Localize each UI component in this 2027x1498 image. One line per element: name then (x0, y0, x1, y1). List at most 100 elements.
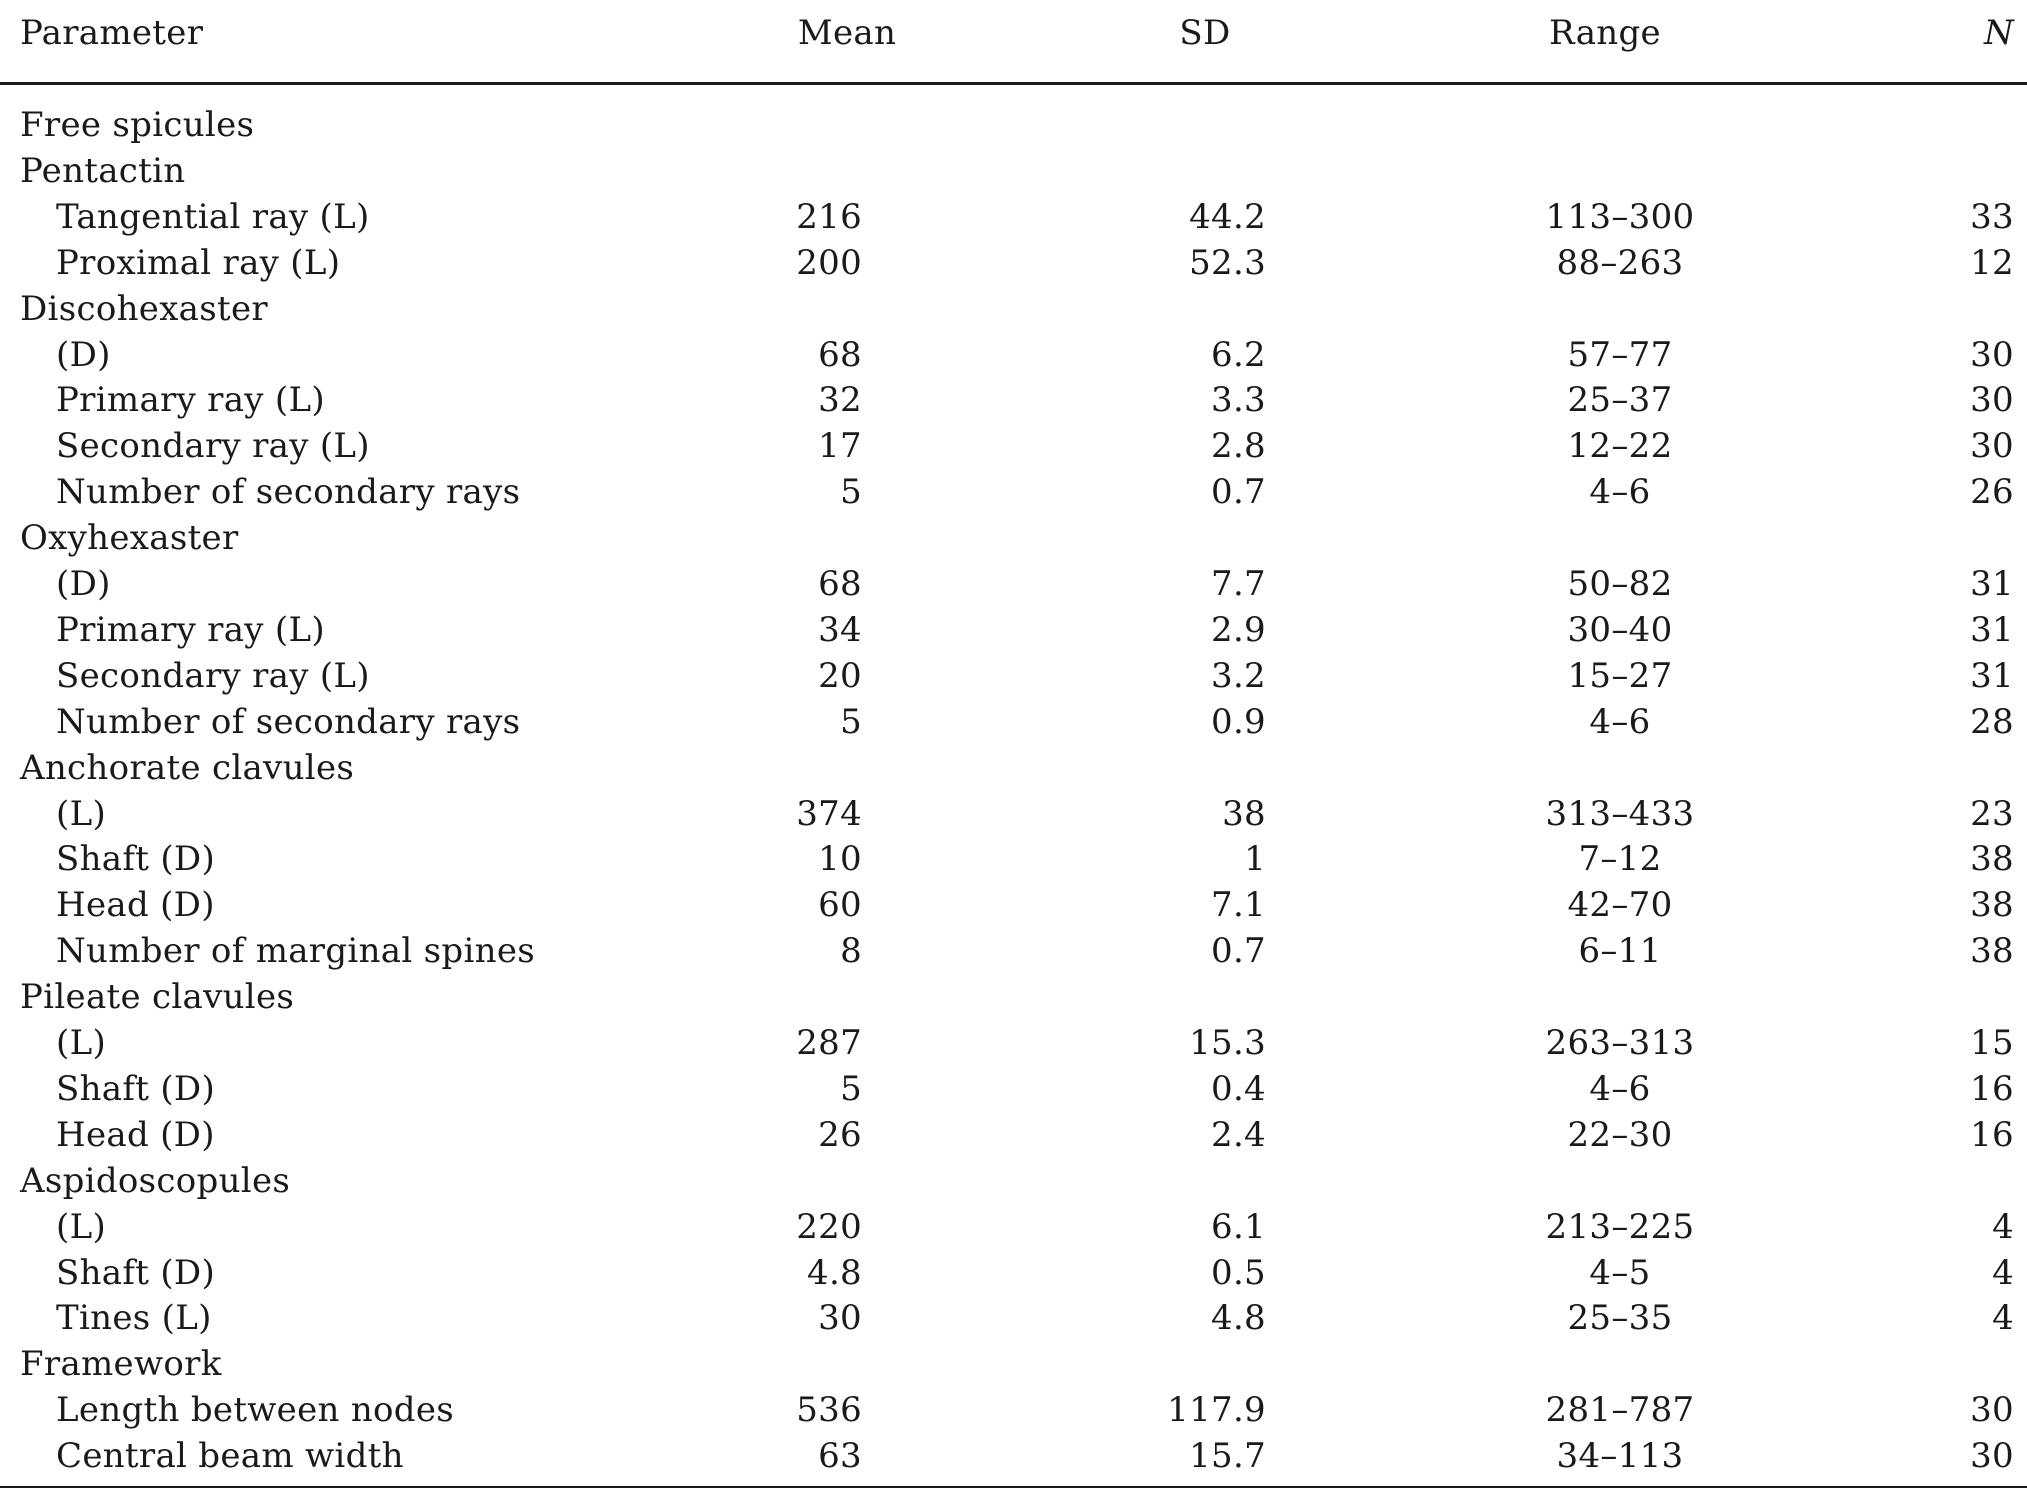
cell-sd: 52.3 (1189, 243, 1266, 283)
row-parameter-label: Number of secondary rays (56, 702, 521, 742)
cell-sd: 3.3 (1211, 380, 1266, 420)
cell-n: 26 (1970, 472, 2014, 512)
cell-sd: 4.8 (1211, 1298, 1266, 1338)
row-parameter-label: Secondary ray (L) (56, 656, 370, 696)
row-parameter-label: Primary ray (L) (56, 610, 325, 650)
header-rule (0, 82, 2027, 85)
cell-range: 113–300 (1545, 197, 1695, 237)
cell-mean: 4.8 (807, 1253, 862, 1293)
section-label: Free spicules (20, 105, 255, 145)
cell-sd: 44.2 (1189, 197, 1266, 237)
cell-mean: 17 (818, 426, 862, 466)
row-parameter-label: Number of secondary rays (56, 472, 521, 512)
cell-range: 25–35 (1567, 1298, 1673, 1338)
cell-sd: 0.4 (1211, 1069, 1266, 1109)
row-parameter-label: Tines (L) (56, 1298, 212, 1338)
row-parameter-label: Shaft (D) (56, 1069, 216, 1109)
cell-mean: 10 (818, 839, 862, 879)
cell-sd: 117.9 (1167, 1390, 1266, 1430)
cell-n: 15 (1970, 1023, 2014, 1063)
cell-sd: 0.7 (1211, 472, 1266, 512)
cell-range: 34–113 (1556, 1436, 1684, 1476)
row-parameter-label: (D) (56, 564, 111, 604)
cell-mean: 220 (796, 1207, 862, 1247)
row-parameter-label: Shaft (D) (56, 839, 216, 879)
row-parameter-label: Length between nodes (56, 1390, 455, 1430)
cell-mean: 200 (796, 243, 862, 283)
cell-sd: 2.4 (1211, 1115, 1266, 1155)
row-parameter-label: (L) (56, 794, 107, 834)
row-parameter-label: Primary ray (L) (56, 380, 325, 420)
cell-range: 15–27 (1567, 656, 1673, 696)
cell-sd: 15.3 (1189, 1023, 1266, 1063)
row-parameter-label: Number of marginal spines (56, 931, 536, 971)
cell-range: 213–225 (1545, 1207, 1695, 1247)
cell-n: 31 (1970, 610, 2014, 650)
cell-mean: 5 (840, 472, 862, 512)
cell-mean: 26 (818, 1115, 862, 1155)
cell-sd: 6.1 (1211, 1207, 1266, 1247)
cell-range: 30–40 (1567, 610, 1673, 650)
cell-n: 28 (1970, 702, 2014, 742)
section-label: Anchorate clavules (20, 748, 355, 788)
cell-sd: 6.2 (1211, 335, 1266, 375)
cell-sd: 3.2 (1211, 656, 1266, 696)
row-parameter-label: Proximal ray (L) (56, 243, 341, 283)
cell-n: 30 (1970, 380, 2014, 420)
cell-range: 4–5 (1589, 1253, 1651, 1293)
cell-mean: 32 (818, 380, 862, 420)
cell-n: 12 (1970, 243, 2014, 283)
section-label: Oxyhexaster (20, 518, 239, 558)
cell-range: 25–37 (1567, 380, 1673, 420)
cell-mean: 287 (796, 1023, 862, 1063)
cell-sd: 2.8 (1211, 426, 1266, 466)
section-label: Pileate clavules (20, 977, 295, 1017)
row-parameter-label: (L) (56, 1023, 107, 1063)
cell-range: 12–22 (1567, 426, 1673, 466)
section-label: Pentactin (20, 151, 186, 191)
cell-n: 16 (1970, 1069, 2014, 1109)
header-mean: Mean (797, 13, 897, 53)
cell-n: 31 (1970, 564, 2014, 604)
section-label: Aspidoscopules (20, 1161, 291, 1201)
cell-n: 4 (1992, 1253, 2014, 1293)
cell-range: 281–787 (1545, 1390, 1695, 1430)
row-parameter-label: Head (D) (56, 1115, 215, 1155)
cell-mean: 60 (818, 885, 862, 925)
cell-sd: 15.7 (1189, 1436, 1266, 1476)
cell-mean: 536 (796, 1390, 862, 1430)
cell-range: 88–263 (1556, 243, 1684, 283)
cell-sd: 0.5 (1211, 1253, 1266, 1293)
cell-sd: 1 (1244, 839, 1266, 879)
cell-range: 263–313 (1545, 1023, 1695, 1063)
cell-n: 16 (1970, 1115, 2014, 1155)
cell-n: 38 (1970, 931, 2014, 971)
cell-range: 4–6 (1589, 472, 1651, 512)
cell-sd: 7.7 (1211, 564, 1266, 604)
cell-mean: 8 (840, 931, 862, 971)
cell-n: 4 (1992, 1298, 2014, 1338)
row-parameter-label: (L) (56, 1207, 107, 1247)
row-parameter-label: (D) (56, 335, 111, 375)
cell-range: 6–11 (1578, 931, 1662, 971)
cell-n: 38 (1970, 885, 2014, 925)
cell-sd: 2.9 (1211, 610, 1266, 650)
cell-mean: 5 (840, 702, 862, 742)
section-label: Discohexaster (20, 289, 268, 329)
cell-n: 30 (1970, 1436, 2014, 1476)
row-parameter-label: Secondary ray (L) (56, 426, 370, 466)
cell-mean: 216 (796, 197, 862, 237)
cell-range: 4–6 (1589, 1069, 1651, 1109)
cell-mean: 63 (818, 1436, 862, 1476)
row-parameter-label: Head (D) (56, 885, 215, 925)
cell-mean: 34 (818, 610, 862, 650)
row-parameter-label: Central beam width (56, 1436, 404, 1476)
cell-range: 7–12 (1578, 839, 1662, 879)
cell-sd: 38 (1222, 794, 1266, 834)
cell-range: 22–30 (1567, 1115, 1673, 1155)
cell-n: 31 (1970, 656, 2014, 696)
header-parameter: Parameter (20, 13, 204, 53)
header-range: Range (1549, 13, 1661, 53)
cell-sd: 0.7 (1211, 931, 1266, 971)
